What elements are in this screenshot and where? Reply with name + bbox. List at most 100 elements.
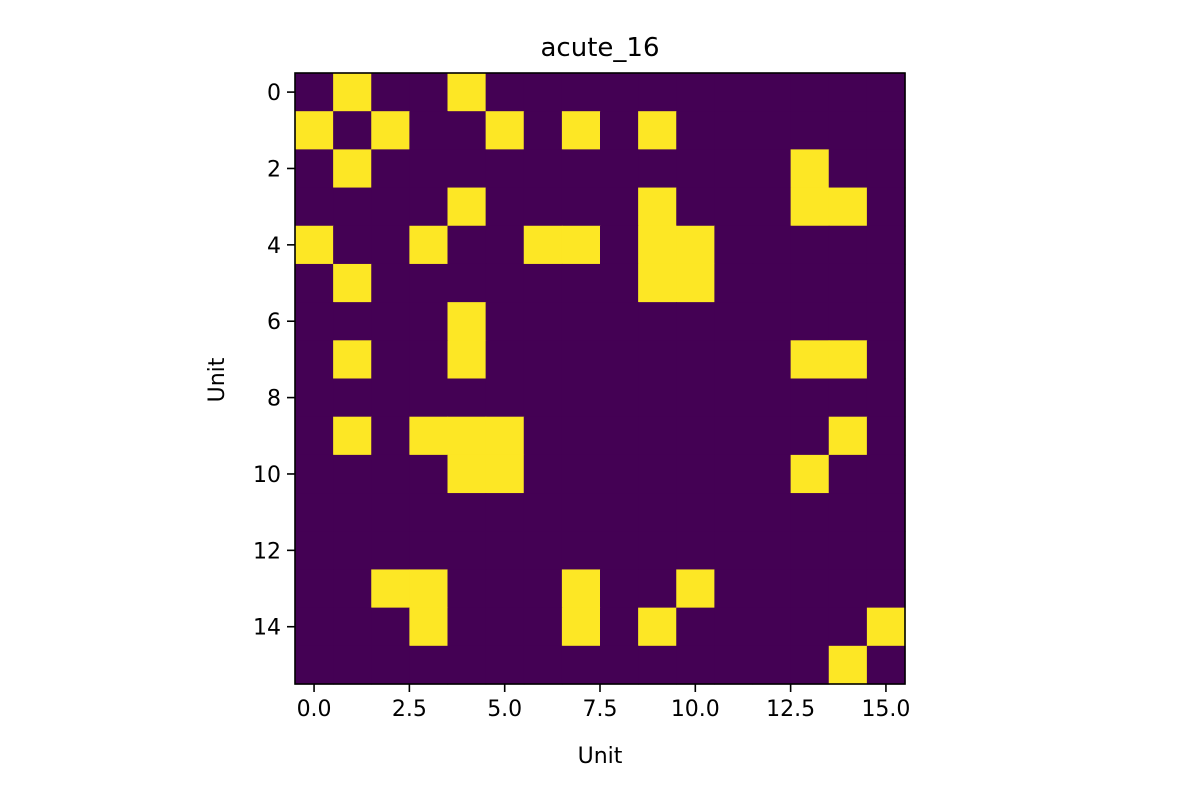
heatmap-cell (561, 73, 601, 112)
heatmap-cell (523, 149, 563, 189)
heatmap-cell (371, 645, 410, 685)
heatmap-cell (447, 607, 487, 647)
heatmap-cell (676, 340, 715, 380)
heatmap-cell (295, 416, 334, 456)
heatmap-cell (714, 149, 754, 189)
heatmap-cell (409, 645, 449, 685)
heatmap-cell (295, 263, 334, 303)
heatmap-cell (828, 187, 868, 227)
heatmap-cell (638, 302, 677, 341)
heatmap-cell (447, 187, 487, 227)
heatmap-cell (638, 607, 677, 647)
heatmap-cell (600, 149, 639, 189)
heatmap-cell (561, 340, 601, 380)
heatmap-cell (523, 493, 563, 532)
heatmap-cell (676, 645, 715, 685)
heatmap-cell (523, 607, 563, 647)
heatmap-cell (866, 340, 906, 380)
heatmap-cell (333, 73, 372, 112)
heatmap-cell (600, 531, 639, 571)
heatmap-cell (485, 454, 525, 494)
heatmap-cell (752, 340, 792, 380)
heatmap-cell (371, 225, 410, 265)
heatmap-cell (676, 531, 715, 571)
heatmap-cell (371, 493, 410, 532)
heatmap-cell (866, 569, 906, 609)
heatmap-cell (485, 645, 525, 685)
heatmap-cell (447, 531, 487, 571)
heatmap-cell (561, 493, 601, 532)
heatmap-cell (409, 187, 449, 227)
heatmap-cell (828, 531, 868, 571)
heatmap-cell (638, 263, 677, 303)
y-axis-label: Unit (205, 357, 230, 402)
heatmap-cell (561, 378, 601, 418)
heatmap-cell (333, 302, 372, 341)
heatmap-cell (790, 302, 830, 341)
heatmap-cell (714, 187, 754, 227)
heatmap-cell (600, 340, 639, 380)
heatmap-cell (409, 531, 449, 571)
y-tick-label: 8 (267, 387, 281, 412)
heatmap-cell (333, 111, 372, 150)
heatmap-cell (485, 531, 525, 571)
heatmap-cell (828, 378, 868, 418)
heatmap-cell (866, 645, 906, 685)
heatmap-cell (828, 111, 868, 150)
heatmap-cell (523, 645, 563, 685)
y-axis: 0 2 4 6 8 10 12 14 (253, 81, 295, 641)
heatmap-cell (790, 73, 830, 112)
heatmap-cell (714, 416, 754, 456)
heatmap-cell (523, 378, 563, 418)
heatmap-cell (371, 607, 410, 647)
heatmap-cell (409, 302, 449, 341)
x-tick-label: 15.0 (861, 697, 910, 722)
heatmap-cells (295, 73, 906, 685)
heatmap-cell (485, 340, 525, 380)
heatmap-cell (866, 302, 906, 341)
heatmap-cell (676, 493, 715, 532)
heatmap-cell (523, 111, 563, 150)
x-tick-label: 12.5 (766, 697, 815, 722)
heatmap-cell (409, 454, 449, 494)
heatmap-cell (485, 263, 525, 303)
heatmap-cell (447, 416, 487, 456)
heatmap-cell (638, 416, 677, 456)
heatmap-cell (371, 187, 410, 227)
heatmap-cell (752, 187, 792, 227)
heatmap-cell (828, 416, 868, 456)
heatmap-cell (866, 187, 906, 227)
heatmap-cell (447, 454, 487, 494)
heatmap-cell (752, 607, 792, 647)
y-tick-label: 10 (253, 463, 281, 488)
heatmap-cell (714, 378, 754, 418)
heatmap-cell (295, 645, 334, 685)
heatmap-cell (295, 340, 334, 380)
heatmap-cell (790, 531, 830, 571)
heatmap-cell (333, 187, 372, 227)
heatmap-cell (295, 111, 334, 150)
heatmap-cell (371, 378, 410, 418)
x-axis: 0.0 2.5 5.0 7.5 10.0 12.5 15.0 (297, 684, 910, 722)
heatmap-cell (866, 111, 906, 150)
heatmap-cell (295, 225, 334, 265)
heatmap-cell (447, 340, 487, 380)
heatmap-cell (790, 378, 830, 418)
heatmap-cell (638, 149, 677, 189)
heatmap-cell (752, 645, 792, 685)
heatmap-cell (790, 111, 830, 150)
heatmap-cell (371, 263, 410, 303)
heatmap-cell (409, 493, 449, 532)
heatmap-cell (790, 569, 830, 609)
heatmap-cell (333, 340, 372, 380)
heatmap-cell (714, 607, 754, 647)
heatmap-cell (409, 73, 449, 112)
x-tick-label: 5.0 (487, 697, 522, 722)
heatmap-cell (638, 340, 677, 380)
heatmap-cell (409, 569, 449, 609)
heatmap-cell (638, 454, 677, 494)
heatmap-cell (714, 454, 754, 494)
heatmap-cell (638, 73, 677, 112)
y-tick-label: 4 (267, 234, 281, 259)
heatmap-cell (295, 378, 334, 418)
